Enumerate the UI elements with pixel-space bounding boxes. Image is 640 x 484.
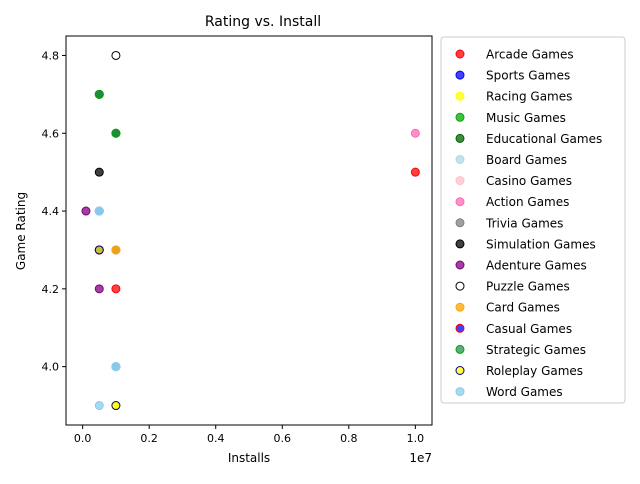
legend-marker [455, 366, 465, 375]
legend-entry-label: Adenture Games [486, 259, 587, 273]
legend-entry-label: Trivia Games [485, 216, 563, 230]
plot-frame [65, 35, 433, 426]
y-tick-label: 4.4 [42, 205, 60, 218]
legend-marker [455, 155, 465, 164]
legend-marker [455, 112, 465, 122]
x-tick-label: 0.8 [340, 432, 358, 445]
x-tick-label: 0.0 [74, 432, 92, 445]
legend: Arcade Games Sports Games Racing Games Musi… [440, 36, 626, 404]
x-axis-offset-label: 1e7 [409, 451, 432, 465]
data-point [94, 206, 104, 216]
y-axis-label: Game Rating [14, 192, 28, 270]
data-point [111, 284, 121, 294]
data-points [81, 50, 420, 411]
data-point [94, 245, 104, 255]
y-tick-label: 4.2 [42, 283, 60, 296]
legend-entry-label: Casual Games [486, 322, 572, 336]
legend-entry-label: Sports Games [486, 69, 570, 83]
legend-marker [455, 260, 465, 270]
data-point [111, 245, 121, 255]
legend-entry-label: Casino Games [486, 174, 572, 188]
legend-marker [455, 197, 465, 207]
legend-marker [455, 323, 465, 333]
y-axis: 4.0 4.2 4.4 4.6 4.8 [42, 49, 66, 374]
data-point [410, 167, 420, 177]
legend-marker [455, 239, 465, 249]
legend-marker [455, 344, 465, 354]
legend-marker [455, 302, 465, 312]
legend-entry-label: Simulation Games [486, 237, 596, 251]
data-point [94, 167, 104, 177]
legend-box [440, 36, 626, 404]
legend-entry-label: Word Games [486, 385, 563, 399]
y-tick-label: 4.6 [42, 127, 60, 140]
x-tick-label: 0.2 [140, 432, 158, 445]
data-point [410, 128, 420, 138]
legend-entry-label: Strategic Games [486, 343, 586, 357]
legend-entry-label: Puzzle Games [486, 280, 570, 294]
legend-marker [455, 49, 465, 59]
x-axis: 0.0 0.2 0.4 0.6 0.8 1.0 [74, 425, 424, 445]
legend-marker [455, 281, 465, 291]
data-point [94, 401, 104, 411]
data-point [111, 128, 121, 138]
legend-entry-label: Music Games [486, 111, 566, 125]
x-tick-label: 0.4 [207, 432, 225, 445]
legend-entry-label: Educational Games [486, 132, 602, 146]
data-point [94, 89, 104, 99]
legend-marker [455, 218, 465, 228]
legend-marker [455, 70, 465, 80]
data-point [111, 401, 121, 411]
x-tick-label: 0.6 [274, 432, 292, 445]
legend-entry-label: Action Games [486, 195, 569, 209]
data-point [111, 362, 121, 372]
x-axis-label: Installs [228, 451, 270, 465]
legend-marker [455, 91, 465, 101]
legend-entry-label: Board Games [486, 153, 567, 167]
legend-entry-label: Arcade Games [486, 48, 574, 62]
data-point [111, 50, 121, 60]
y-tick-label: 4.8 [42, 49, 60, 62]
data-point [81, 206, 91, 216]
legend-marker [455, 133, 465, 143]
chart-title: Rating vs. Install [205, 14, 321, 30]
x-tick-label: 1.0 [407, 432, 425, 445]
legend-marker [455, 387, 465, 397]
legend-marker [455, 176, 465, 186]
legend-entry-label: Card Games [486, 301, 560, 315]
legend-entry-label: Roleplay Games [486, 364, 583, 378]
legend-entry-label: Racing Games [486, 90, 572, 104]
y-tick-label: 4.0 [42, 361, 60, 374]
data-point [94, 284, 104, 294]
